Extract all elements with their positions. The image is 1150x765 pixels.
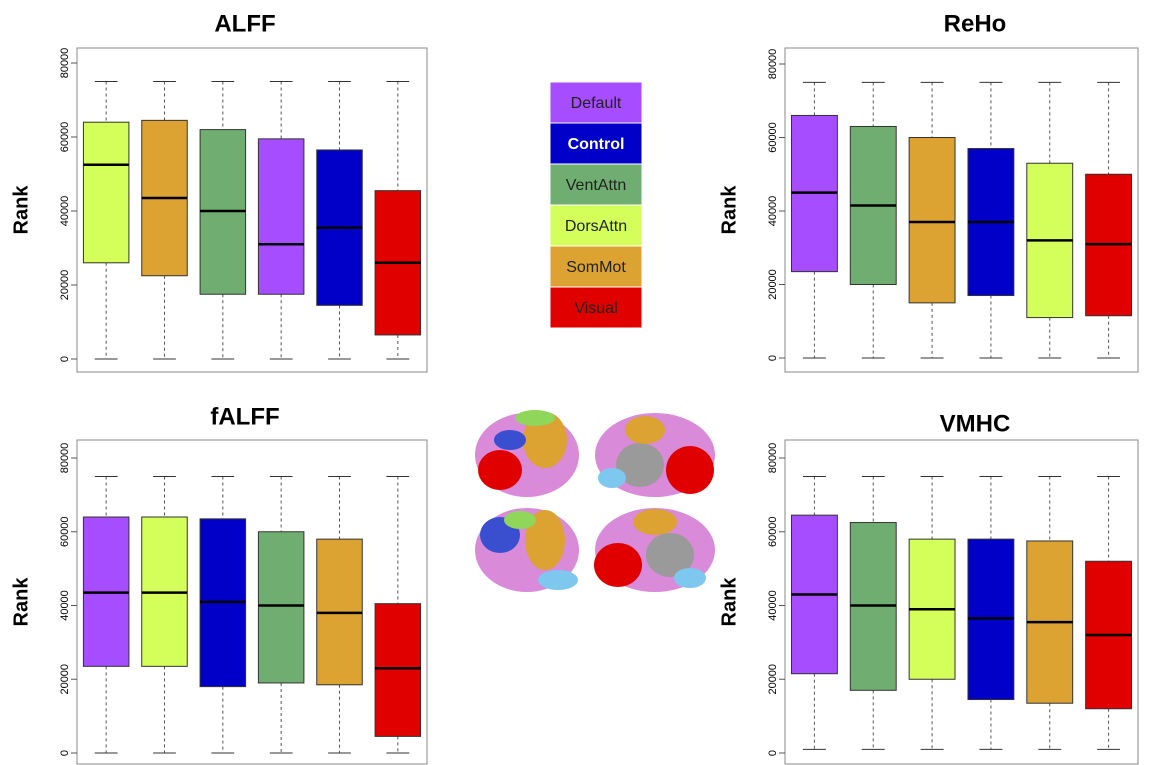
plot-frame xyxy=(785,440,1138,764)
y-tick-label: 60000 xyxy=(59,516,71,547)
y-tick-label: 40000 xyxy=(767,590,779,621)
box xyxy=(258,532,304,683)
chart-title: fALFF xyxy=(210,403,279,430)
y-tick-label: 20000 xyxy=(767,664,779,695)
y-tick-label: 20000 xyxy=(59,270,71,301)
box xyxy=(83,122,128,263)
box xyxy=(909,138,955,303)
y-tick-label: 0 xyxy=(767,750,779,756)
legend-label: DorsAttn xyxy=(565,218,627,235)
chart-title: ALFF xyxy=(214,10,275,37)
y-tick-label: 80000 xyxy=(59,443,71,474)
y-axis-label: Rank xyxy=(10,577,32,627)
y-axis-label: Rank xyxy=(10,185,32,235)
y-tick-label: 40000 xyxy=(59,196,71,227)
y-axis-label: Rank xyxy=(718,577,740,627)
y-tick-label: 0 xyxy=(767,355,779,361)
box xyxy=(375,604,421,737)
y-tick-label: 60000 xyxy=(59,122,71,153)
legend-label: SomMot xyxy=(566,259,626,276)
y-tick-label: 40000 xyxy=(767,196,779,227)
y-tick-label: 0 xyxy=(59,356,71,362)
legend-label: Default xyxy=(571,95,622,112)
plot-frame xyxy=(77,440,427,764)
y-tick-label: 80000 xyxy=(767,49,779,80)
chart-title: VMHC xyxy=(940,410,1011,437)
chart: Default Control VentAttn DorsAttn SomMot Visu… xyxy=(0,0,1150,765)
plot-frame xyxy=(785,48,1138,372)
y-tick-label: 0 xyxy=(59,750,71,756)
chart-title: ReHo xyxy=(944,10,1007,37)
brain-images xyxy=(475,410,715,592)
plot-frame xyxy=(77,48,427,372)
legend-label: VentAttn xyxy=(566,177,627,194)
y-tick-label: 80000 xyxy=(767,443,779,474)
y-tick-label: 60000 xyxy=(767,122,779,153)
y-tick-label: 40000 xyxy=(59,590,71,621)
legend-label: Visual xyxy=(574,300,617,317)
y-tick-label: 20000 xyxy=(59,664,71,695)
figure: Default Control VentAttn DorsAttn SomMot Visu… xyxy=(0,0,1150,765)
box xyxy=(258,139,304,294)
y-tick-label: 60000 xyxy=(767,516,779,547)
y-tick-label: 20000 xyxy=(767,269,779,300)
legend-label: Control xyxy=(568,136,625,153)
y-axis-label: Rank xyxy=(718,185,740,235)
y-tick-label: 80000 xyxy=(59,48,71,79)
